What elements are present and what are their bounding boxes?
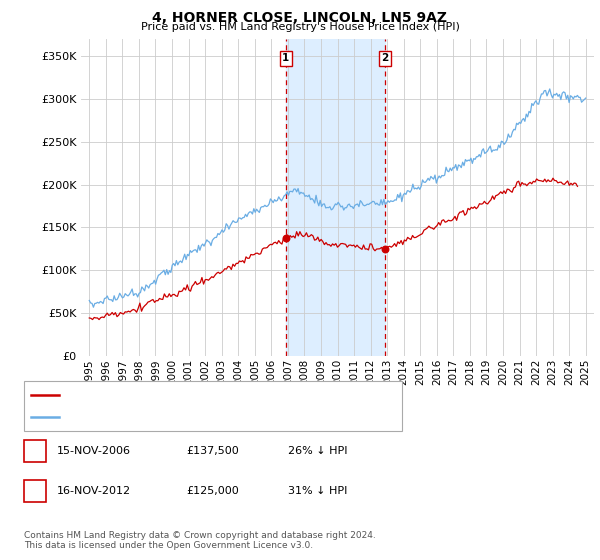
Text: Contains HM Land Registry data © Crown copyright and database right 2024.
This d: Contains HM Land Registry data © Crown c… bbox=[24, 531, 376, 550]
Text: 1: 1 bbox=[282, 53, 289, 63]
Text: 16-NOV-2012: 16-NOV-2012 bbox=[57, 486, 131, 496]
Text: 31% ↓ HPI: 31% ↓ HPI bbox=[288, 486, 347, 496]
Text: HPI: Average price, detached house, Lincoln: HPI: Average price, detached house, Linc… bbox=[63, 412, 293, 422]
Text: £137,500: £137,500 bbox=[186, 446, 239, 456]
Text: 4, HORNER CLOSE, LINCOLN, LN5 9AZ: 4, HORNER CLOSE, LINCOLN, LN5 9AZ bbox=[152, 11, 448, 25]
Text: £125,000: £125,000 bbox=[186, 486, 239, 496]
Point bbox=[281, 234, 290, 242]
Text: 26% ↓ HPI: 26% ↓ HPI bbox=[288, 446, 347, 456]
Text: 15-NOV-2006: 15-NOV-2006 bbox=[57, 446, 131, 456]
Text: Price paid vs. HM Land Registry's House Price Index (HPI): Price paid vs. HM Land Registry's House … bbox=[140, 22, 460, 32]
Text: 2: 2 bbox=[382, 53, 389, 63]
Text: 1: 1 bbox=[31, 446, 38, 456]
Bar bbox=[286, 39, 385, 356]
Text: 4, HORNER CLOSE, LINCOLN, LN5 9AZ (detached house): 4, HORNER CLOSE, LINCOLN, LN5 9AZ (detac… bbox=[63, 390, 356, 400]
Text: 2: 2 bbox=[31, 486, 38, 496]
Point bbox=[380, 244, 390, 253]
